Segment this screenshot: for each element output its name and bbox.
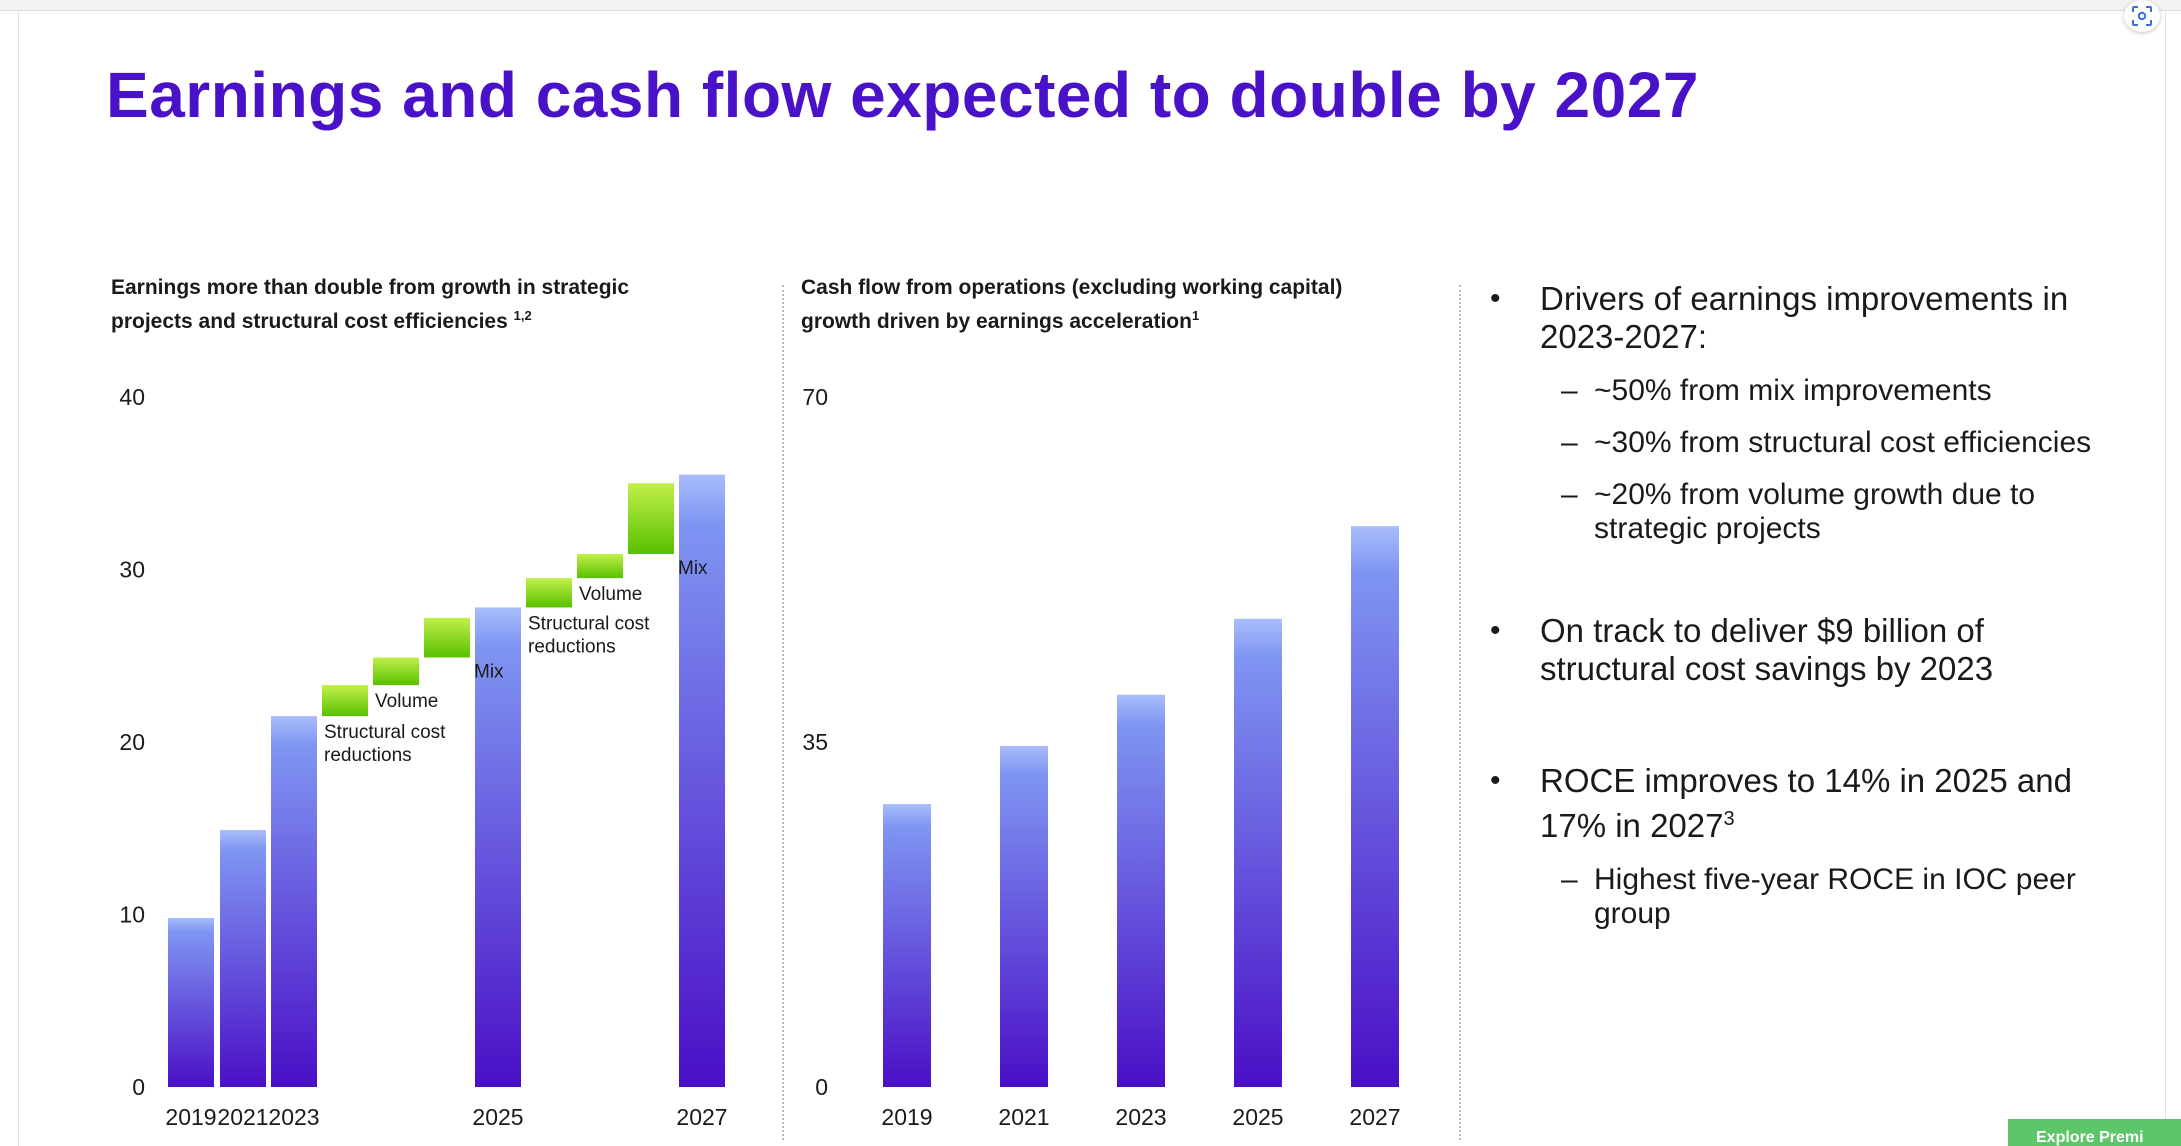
drivers-bullet-list: • Drivers of earnings improvements in 20… bbox=[1486, 280, 2126, 931]
earnings-subtitle-footnote: 1,2 bbox=[513, 308, 532, 323]
cashflow-subtitle-line1: Cash flow from operations (excluding wor… bbox=[801, 276, 1343, 299]
sub-bullet-mix: – ~50% from mix improvements bbox=[1486, 374, 2126, 408]
dash-marker: – bbox=[1561, 478, 1578, 511]
sub-bullet-volume: – ~20% from volume growth due to strateg… bbox=[1486, 478, 2126, 546]
dash-marker: – bbox=[1561, 426, 1578, 459]
earnings-bar-2027 bbox=[679, 474, 725, 1087]
cashflow-bar-2021 bbox=[1000, 745, 1048, 1087]
divider-left bbox=[782, 285, 784, 1140]
x-tick-label-2025: 2025 bbox=[472, 1104, 523, 1130]
explore-premium-button[interactable]: Explore Premi bbox=[2008, 1119, 2181, 1146]
x-tick-label-2021: 2021 bbox=[998, 1104, 1049, 1130]
scan-icon bbox=[2132, 6, 2152, 26]
x-tick-label-2027: 2027 bbox=[1349, 1104, 1400, 1130]
scan-button[interactable] bbox=[2124, 0, 2160, 32]
y-tick-label: 10 bbox=[119, 902, 145, 928]
cashflow-bar-2023 bbox=[1117, 694, 1165, 1087]
bullet-drivers: • Drivers of earnings improvements in 20… bbox=[1486, 280, 2126, 356]
earnings-step-1 bbox=[322, 685, 368, 717]
earnings-subtitle-line1: Earnings more than double from growth in… bbox=[111, 276, 630, 299]
step-label: reductions bbox=[324, 745, 412, 766]
divider-right bbox=[1459, 285, 1461, 1140]
step-label: Volume bbox=[375, 691, 438, 712]
cashflow-subtitle-line2: growth driven by earnings acceleration bbox=[801, 310, 1192, 333]
sub-bullet-cost-text: ~30% from structural cost efficiencies bbox=[1594, 426, 2092, 459]
step-label: Mix bbox=[678, 558, 708, 579]
step-label: Structural cost bbox=[528, 613, 650, 634]
earnings-bar-2025 bbox=[475, 607, 521, 1087]
y-tick-label: 0 bbox=[815, 1074, 828, 1100]
earnings-step-2 bbox=[373, 657, 419, 686]
cashflow-bar-2027 bbox=[1351, 526, 1399, 1087]
step-label: Mix bbox=[474, 661, 504, 682]
earnings-bar-2019 bbox=[168, 917, 214, 1087]
y-tick-label: 40 bbox=[119, 384, 145, 410]
bullet-dot: • bbox=[1490, 764, 1501, 797]
bullet-cost-savings: • On track to deliver $9 billion of stru… bbox=[1486, 612, 2126, 688]
x-tick-label-2023: 2023 bbox=[1115, 1104, 1166, 1130]
y-tick-label: 30 bbox=[119, 557, 145, 583]
x-tick-label-2019: 2019 bbox=[165, 1104, 216, 1130]
dash-marker: – bbox=[1561, 863, 1578, 896]
step-label: Volume bbox=[579, 584, 642, 605]
earnings-step-5 bbox=[577, 553, 623, 579]
bullet-cost-savings-text: On track to deliver $9 billion of struct… bbox=[1540, 612, 1994, 687]
sub-bullet-cost: – ~30% from structural cost efficiencies bbox=[1486, 426, 2126, 460]
sub-bullet-mix-text: ~50% from mix improvements bbox=[1594, 374, 1992, 407]
earnings-step-4 bbox=[526, 578, 572, 608]
x-tick-label-2023: 2023 bbox=[268, 1104, 319, 1130]
bullet-roce: • ROCE improves to 14% in 2025 and 17% i… bbox=[1486, 762, 2126, 845]
sub-bullet-peer-group-text: Highest five-year ROCE in IOC peer group bbox=[1594, 863, 2076, 930]
bullet-dot: • bbox=[1490, 614, 1501, 647]
right-border bbox=[2165, 10, 2166, 1146]
bullet-dot: • bbox=[1490, 282, 1501, 315]
bullet-drivers-text: Drivers of earnings improvements in 2023… bbox=[1540, 280, 2069, 355]
left-border bbox=[18, 10, 19, 1146]
step-label: Structural cost bbox=[324, 722, 446, 743]
x-tick-label-2027: 2027 bbox=[676, 1104, 727, 1130]
cashflow-chart: 0 35 70 2019 2021 2023 2025 2027 bbox=[802, 384, 1400, 1130]
y-tick-label: 0 bbox=[132, 1074, 145, 1100]
top-border bbox=[0, 0, 2181, 11]
cashflow-chart-subtitle: Cash flow from operations (excluding wor… bbox=[801, 274, 1342, 336]
cashflow-bar-2019 bbox=[883, 804, 931, 1087]
bullet-roce-footnote: 3 bbox=[1723, 808, 1735, 830]
earnings-bar-2021 bbox=[220, 829, 266, 1087]
earnings-subtitle-line2: projects and structural cost efficiencie… bbox=[111, 310, 508, 333]
sub-bullet-volume-text: ~20% from volume growth due to strategic… bbox=[1594, 478, 2036, 545]
earnings-step-6 bbox=[628, 483, 674, 554]
sub-bullet-peer-group: – Highest five-year ROCE in IOC peer gro… bbox=[1486, 863, 2126, 931]
x-tick-label-2019: 2019 bbox=[881, 1104, 932, 1130]
y-tick-label: 20 bbox=[119, 729, 145, 755]
earnings-chart: 0 10 20 30 40 2019 2021 2023 2025 2027 Structural … bbox=[119, 384, 727, 1130]
cashflow-subtitle-footnote: 1 bbox=[1191, 308, 1200, 323]
dash-marker: – bbox=[1561, 374, 1578, 407]
x-tick-label-2025: 2025 bbox=[1232, 1104, 1283, 1130]
bullet-roce-text: ROCE improves to 14% in 2025 and 17% in … bbox=[1540, 762, 2072, 844]
x-tick-label-2021: 2021 bbox=[217, 1104, 268, 1130]
earnings-bar-2023 bbox=[271, 716, 317, 1087]
y-tick-label: 35 bbox=[802, 729, 828, 755]
cashflow-bar-2025 bbox=[1234, 618, 1282, 1087]
earnings-step-3 bbox=[424, 617, 470, 658]
earnings-chart-subtitle: Earnings more than double from growth in… bbox=[111, 274, 629, 336]
y-tick-label: 70 bbox=[802, 384, 828, 410]
page-title: Earnings and cash flow expected to doubl… bbox=[106, 59, 1699, 131]
step-label: reductions bbox=[528, 636, 616, 657]
